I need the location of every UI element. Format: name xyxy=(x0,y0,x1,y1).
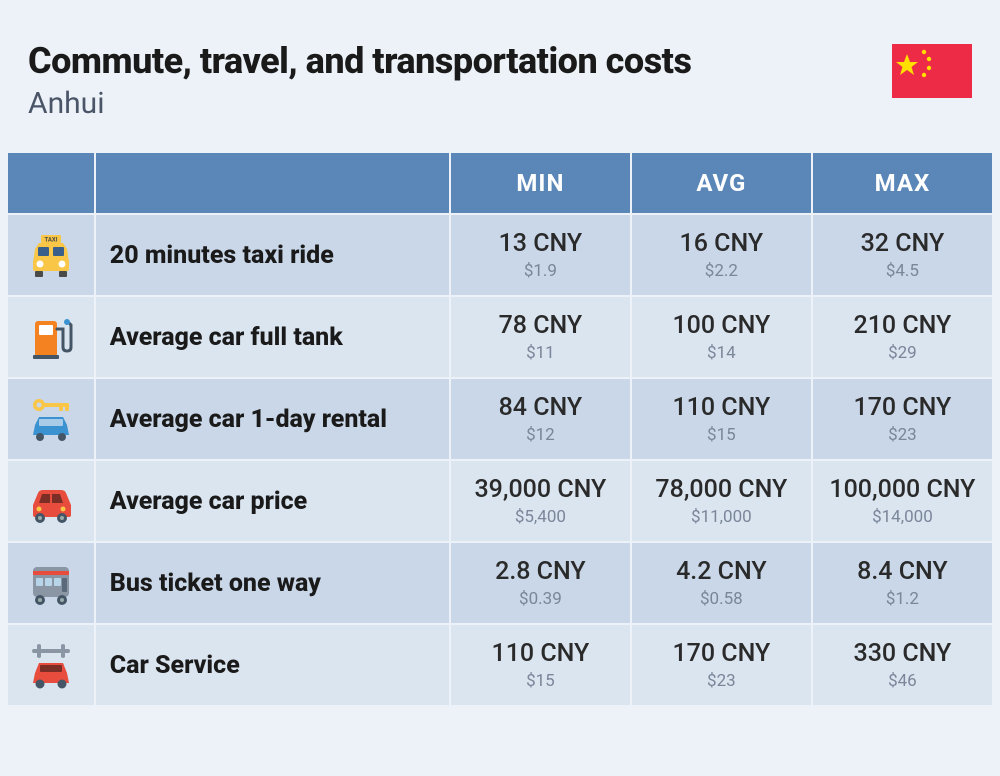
cny-value: 78,000 CNY xyxy=(640,475,803,505)
page-subtitle: Anhui xyxy=(28,86,691,121)
costs-table-wrap: MIN AVG MAX TAXI xyxy=(0,151,1000,707)
usd-value: $2.2 xyxy=(640,261,803,281)
row-label: Bus ticket one way xyxy=(96,543,449,623)
cell-max: 170 CNY $23 xyxy=(813,379,992,459)
cny-value: 170 CNY xyxy=(821,393,984,423)
cell-max: 100,000 CNY $14,000 xyxy=(813,461,992,541)
row-label: Average car full tank xyxy=(96,297,449,377)
usd-value: $15 xyxy=(640,425,803,445)
cny-value: 84 CNY xyxy=(459,393,622,423)
taxi-icon: TAXI xyxy=(8,215,94,295)
header-min: MIN xyxy=(451,153,630,213)
cell-avg: 4.2 CNY $0.58 xyxy=(632,543,811,623)
cny-value: 170 CNY xyxy=(640,639,803,669)
usd-value: $11 xyxy=(459,343,622,363)
cell-min: 84 CNY $12 xyxy=(451,379,630,459)
row-label: Average car price xyxy=(96,461,449,541)
cell-avg: 110 CNY $15 xyxy=(632,379,811,459)
usd-value: $15 xyxy=(459,671,622,691)
table-row: Average car 1-day rental 84 CNY $12 110 … xyxy=(8,379,992,459)
cell-min: 110 CNY $15 xyxy=(451,625,630,705)
cell-max: 8.4 CNY $1.2 xyxy=(813,543,992,623)
usd-value: $4.5 xyxy=(821,261,984,281)
car-rental-icon xyxy=(8,379,94,459)
table-row: Bus ticket one way 2.8 CNY $0.39 4.2 CNY… xyxy=(8,543,992,623)
car-service-icon xyxy=(8,625,94,705)
table-row: TAXI 20 minutes taxi ride 13 CNY $1.9 xyxy=(8,215,992,295)
row-label: Car Service xyxy=(96,625,449,705)
cell-avg: 78,000 CNY $11,000 xyxy=(632,461,811,541)
cell-max: 210 CNY $29 xyxy=(813,297,992,377)
cny-value: 4.2 CNY xyxy=(640,557,803,587)
fuel-pump-icon xyxy=(8,297,94,377)
header-icon-col xyxy=(8,153,94,213)
header-max: MAX xyxy=(813,153,992,213)
row-label: 20 minutes taxi ride xyxy=(96,215,449,295)
usd-value: $11,000 xyxy=(640,507,803,527)
cell-min: 78 CNY $11 xyxy=(451,297,630,377)
usd-value: $14,000 xyxy=(821,507,984,527)
cny-value: 110 CNY xyxy=(459,639,622,669)
usd-value: $1.9 xyxy=(459,261,622,281)
header-label-col xyxy=(96,153,449,213)
cny-value: 100 CNY xyxy=(640,311,803,341)
cell-avg: 16 CNY $2.2 xyxy=(632,215,811,295)
costs-table: MIN AVG MAX TAXI xyxy=(6,151,994,707)
cny-value: 100,000 CNY xyxy=(821,475,984,505)
cny-value: 39,000 CNY xyxy=(459,475,622,505)
page-title: Commute, travel, and transportation cost… xyxy=(28,40,691,82)
cny-value: 330 CNY xyxy=(821,639,984,669)
header-text: Commute, travel, and transportation cost… xyxy=(28,40,691,121)
cny-value: 78 CNY xyxy=(459,311,622,341)
car-icon xyxy=(8,461,94,541)
table-row: Average car full tank 78 CNY $11 100 CNY… xyxy=(8,297,992,377)
cny-value: 2.8 CNY xyxy=(459,557,622,587)
cny-value: 210 CNY xyxy=(821,311,984,341)
cell-max: 330 CNY $46 xyxy=(813,625,992,705)
cell-min: 39,000 CNY $5,400 xyxy=(451,461,630,541)
usd-value: $1.2 xyxy=(821,589,984,609)
header: Commute, travel, and transportation cost… xyxy=(0,0,1000,151)
bus-icon xyxy=(8,543,94,623)
svg-text:TAXI: TAXI xyxy=(44,237,57,244)
usd-value: $23 xyxy=(821,425,984,445)
cell-min: 13 CNY $1.9 xyxy=(451,215,630,295)
usd-value: $14 xyxy=(640,343,803,363)
usd-value: $0.39 xyxy=(459,589,622,609)
usd-value: $29 xyxy=(821,343,984,363)
flag-china-icon xyxy=(892,44,972,102)
usd-value: $5,400 xyxy=(459,507,622,527)
cny-value: 110 CNY xyxy=(640,393,803,423)
cell-avg: 100 CNY $14 xyxy=(632,297,811,377)
row-label: Average car 1-day rental xyxy=(96,379,449,459)
cell-max: 32 CNY $4.5 xyxy=(813,215,992,295)
cell-avg: 170 CNY $23 xyxy=(632,625,811,705)
usd-value: $46 xyxy=(821,671,984,691)
cny-value: 32 CNY xyxy=(821,229,984,259)
cny-value: 13 CNY xyxy=(459,229,622,259)
usd-value: $23 xyxy=(640,671,803,691)
usd-value: $12 xyxy=(459,425,622,445)
table-header-row: MIN AVG MAX xyxy=(8,153,992,213)
cny-value: 8.4 CNY xyxy=(821,557,984,587)
cny-value: 16 CNY xyxy=(640,229,803,259)
header-avg: AVG xyxy=(632,153,811,213)
usd-value: $0.58 xyxy=(640,589,803,609)
cell-min: 2.8 CNY $0.39 xyxy=(451,543,630,623)
table-row: Average car price 39,000 CNY $5,400 78,0… xyxy=(8,461,992,541)
table-row: Car Service 110 CNY $15 170 CNY $23 330 … xyxy=(8,625,992,705)
